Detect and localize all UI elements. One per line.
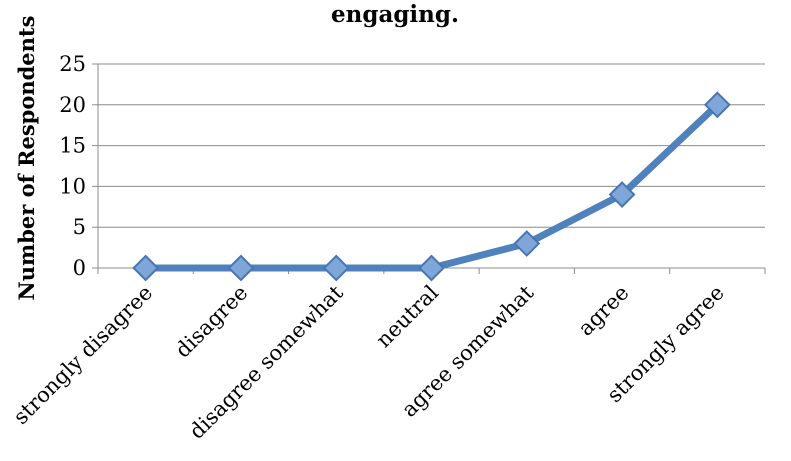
y-tick-label-10: 10 xyxy=(59,174,86,198)
y-tick-label-5: 5 xyxy=(73,215,86,239)
x-tick-label-1: disagree xyxy=(171,281,253,363)
y-tick-label-15: 15 xyxy=(59,134,86,158)
y-tick-label-25: 25 xyxy=(59,52,86,76)
x-tick-label-2: disagree somewhat xyxy=(185,280,349,444)
series-group xyxy=(132,91,731,282)
data-point-5 xyxy=(608,181,636,208)
y-axis-label: Number of Respondents xyxy=(14,16,39,301)
data-point-4 xyxy=(513,230,541,257)
data-point-6 xyxy=(703,91,731,119)
x-tick-label-3: neutral xyxy=(371,280,443,352)
data-point-0 xyxy=(132,254,160,282)
y-tick-label-0: 0 xyxy=(73,256,86,280)
chart-title: engaging. xyxy=(331,1,459,28)
y-tick-labels: 0 5 10 15 20 25 xyxy=(59,52,86,280)
y-tick-label-20: 20 xyxy=(59,93,86,117)
data-point-2 xyxy=(322,254,350,282)
x-tick-label-5: agree xyxy=(574,281,634,341)
x-tick-label-0: strongly disagree xyxy=(9,281,157,429)
gridlines xyxy=(92,63,766,274)
data-point-1 xyxy=(227,254,255,282)
data-point-3 xyxy=(418,254,445,282)
